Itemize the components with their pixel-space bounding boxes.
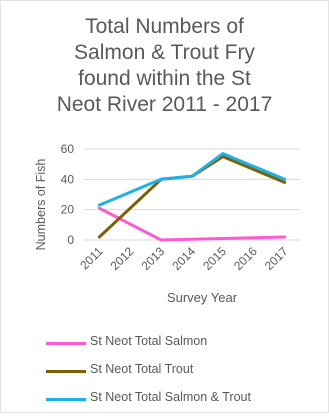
series-line-salmon — [97, 206, 287, 242]
y-tick-label: 0 — [67, 233, 74, 247]
legend-swatch-salmon-and-trout — [46, 398, 86, 401]
chart-title-line: found within the St — [78, 67, 251, 90]
legend-swatch-salmon — [46, 342, 86, 345]
chart-title: Total Numbers of Salmon & Trout Fry foun… — [0, 14, 329, 118]
y-axis-title: Numbers of Fish — [34, 159, 48, 251]
series-line-salmon-and-trout — [97, 152, 287, 207]
legend-label: St Neot Total Trout — [90, 362, 194, 376]
x-tick-label: 2016 — [231, 244, 260, 273]
x-tick-label: 2012 — [108, 244, 137, 273]
legend-label: St Neot Total Salmon & Trout — [90, 390, 251, 404]
chart-title-line: Salmon & Trout Fry — [74, 41, 255, 64]
x-tick-label: 2013 — [138, 244, 167, 273]
legend-item: St Neot Total Salmon & Trout — [46, 388, 326, 416]
x-tick-label: 2011 — [77, 244, 105, 272]
x-axis-title: Survey Year — [167, 290, 238, 305]
x-tick-label: 2014 — [169, 244, 198, 273]
legend-swatch-trout — [46, 370, 86, 373]
x-tick-label: 2017 — [262, 244, 291, 273]
y-tick-label: 20 — [61, 203, 75, 217]
chart-legend: St Neot Total Salmon St Neot Total Trout… — [46, 332, 326, 416]
chart-title-line: Total Numbers of — [85, 15, 244, 38]
legend-label: St Neot Total Salmon — [90, 334, 208, 348]
y-tick-label: 60 — [61, 142, 75, 156]
legend-item: St Neot Total Trout — [46, 360, 326, 388]
y-tick-label: 40 — [61, 172, 75, 186]
x-tick-label: 2015 — [200, 244, 229, 273]
chart-title-line: Neot River 2011 - 2017 — [56, 93, 273, 116]
legend-item: St Neot Total Salmon — [46, 332, 326, 360]
